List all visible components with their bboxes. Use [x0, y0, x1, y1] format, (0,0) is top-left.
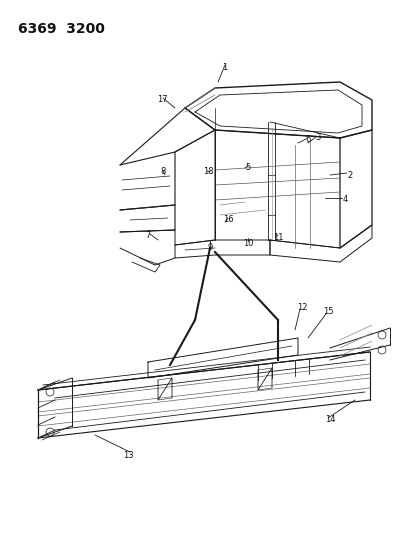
Text: 6369  3200: 6369 3200: [18, 22, 105, 36]
Text: 18: 18: [203, 167, 213, 176]
Text: 15: 15: [323, 308, 333, 317]
Text: 17: 17: [157, 95, 167, 104]
Text: 5: 5: [245, 164, 251, 173]
Text: 10: 10: [243, 238, 253, 247]
Text: 16: 16: [223, 215, 233, 224]
Text: 2: 2: [347, 171, 353, 180]
Text: 8: 8: [160, 167, 166, 176]
Text: 13: 13: [123, 450, 133, 459]
Text: 6: 6: [305, 135, 310, 144]
Text: 7: 7: [145, 231, 151, 240]
Text: 1: 1: [222, 63, 228, 72]
Text: 12: 12: [297, 303, 307, 311]
Text: 9: 9: [207, 244, 213, 253]
Text: 4: 4: [342, 196, 348, 205]
Text: 3: 3: [315, 133, 321, 142]
Text: 14: 14: [325, 416, 335, 424]
Text: 11: 11: [273, 233, 283, 243]
